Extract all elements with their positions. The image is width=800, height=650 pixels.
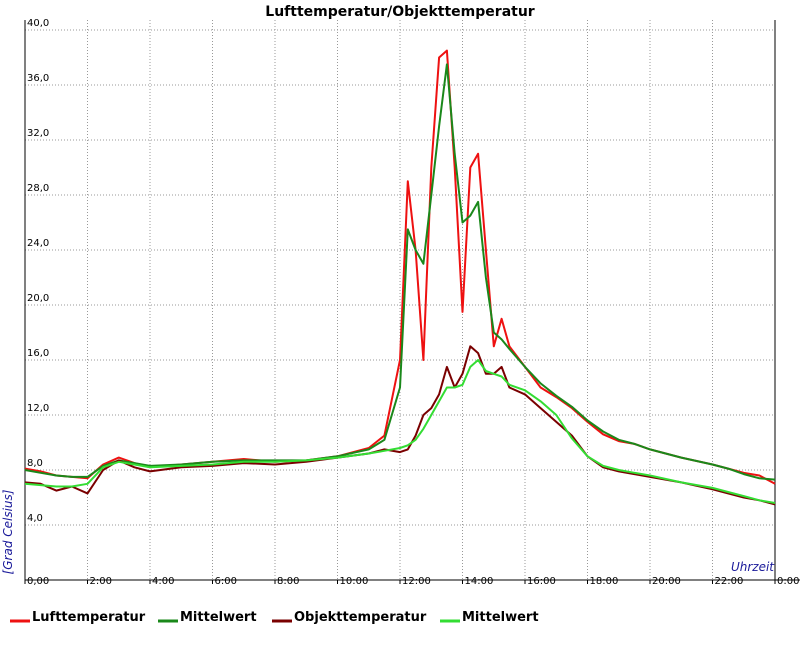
x-tick-label: 6:00 — [215, 576, 237, 587]
x-tick-label: 12:00 — [402, 576, 431, 587]
x-axis-label: Uhrzeit — [731, 560, 775, 574]
y-tick-label: 12,0 — [27, 403, 49, 414]
legend-label: Mittelwert — [462, 610, 539, 625]
x-tick-label: 2:00 — [90, 576, 112, 587]
series-line — [24, 63, 776, 481]
y-tick-label: 4,0 — [27, 513, 43, 524]
y-tick-label: 8,0 — [27, 458, 43, 469]
x-tick-label: 0,00 — [27, 576, 49, 587]
series-line — [24, 345, 776, 506]
x-tick-label: 20:00 — [652, 576, 681, 587]
legend-label: Mittelwert — [180, 610, 257, 625]
x-tick-label: 14:00 — [465, 576, 494, 587]
y-tick-label: 40,0 — [27, 18, 49, 29]
x-tick-label: 18:00 — [590, 576, 619, 587]
y-tick-label: 32,0 — [27, 128, 49, 139]
y-tick-label: 20,0 — [27, 293, 49, 304]
y-axis-label: [Grad Celsius] — [1, 489, 15, 574]
legend-label: Objekttemperatur — [294, 610, 427, 625]
legend-label: Lufttemperatur — [32, 610, 146, 625]
y-tick-label: 36,0 — [27, 73, 49, 84]
x-tick-label: 16:00 — [527, 576, 556, 587]
x-tick-label: 8:00 — [277, 576, 299, 587]
chart-title: Lufttemperatur/Objekttemperatur — [265, 4, 535, 20]
x-tick-label: 4:00 — [152, 576, 174, 587]
x-tick-label: 10:00 — [340, 576, 369, 587]
series-line — [24, 359, 776, 504]
x-tick-label: 0:00 — [777, 576, 799, 587]
series-line — [24, 49, 776, 485]
y-tick-label: 24,0 — [27, 238, 49, 249]
y-tick-label: 16,0 — [27, 348, 49, 359]
y-tick-label: 28,0 — [27, 183, 49, 194]
x-tick-label: 22:00 — [715, 576, 744, 587]
